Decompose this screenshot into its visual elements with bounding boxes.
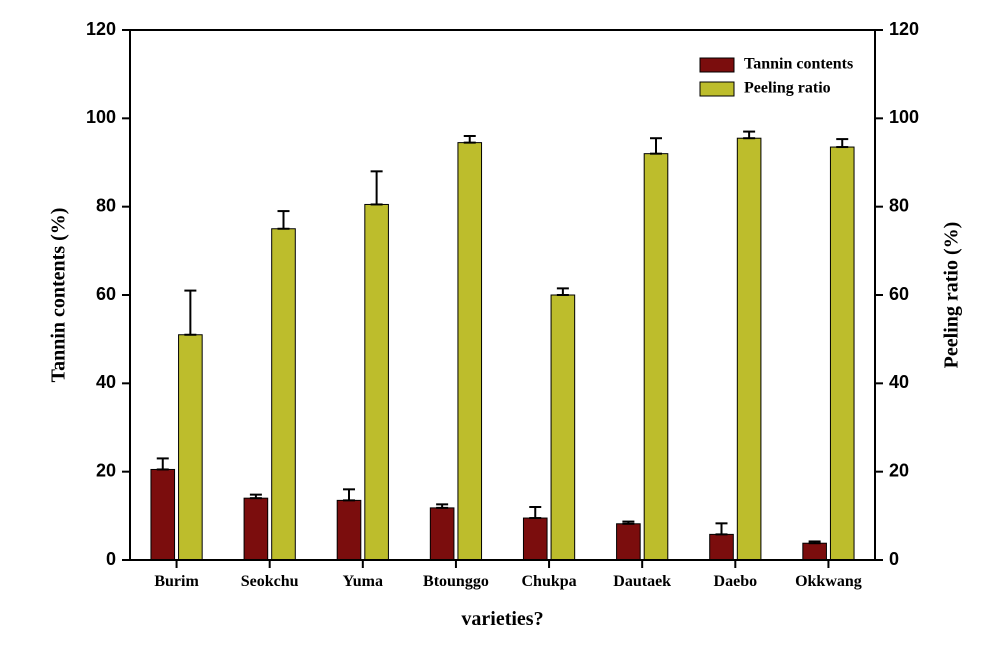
x-category-label: Burim [154,573,199,590]
x-category-label: Yuma [343,573,383,590]
x-category-label: Daebo [714,573,758,590]
bar-tannin-contents-1 [244,498,268,560]
x-axis-label: varieties? [461,608,543,630]
x-category-label: Chukpa [521,573,576,590]
bar-peeling-ratio-6 [737,138,761,560]
y-left-axis-label: Tannin contents (%) [48,208,70,383]
legend-label: Peeling ratio [744,80,831,97]
y-left-tick-label: 60 [96,284,116,304]
bar-peeling-ratio-5 [644,154,668,560]
bar-tannin-contents-5 [617,524,641,560]
bar-peeling-ratio-2 [365,204,389,560]
y-left-tick-label: 20 [96,460,116,480]
bar-peeling-ratio-4 [551,295,575,560]
bar-peeling-ratio-7 [830,147,854,560]
x-category-label: Dautaek [613,573,671,590]
y-right-tick-label: 120 [889,19,919,39]
y-left-tick-label: 0 [106,549,116,569]
x-category-label: Okkwang [795,573,862,590]
bar-chart: 0 20 40 60 80 100 120 Tannin contents (%) 0 20 40 6… [0,0,1007,669]
bar-peeling-ratio-0 [179,335,203,560]
bar-tannin-contents-2 [337,500,361,560]
bar-peeling-ratio-1 [272,229,296,560]
y-left-tick-label: 120 [86,19,116,39]
y-right-tick-label: 80 [889,195,909,215]
y-left-tick-label: 100 [86,107,116,127]
y-right-axis-label: Peeling ratio (%) [941,222,963,369]
bar-tannin-contents-6 [710,534,734,560]
legend-swatch [700,82,734,96]
bar-tannin-contents-0 [151,469,175,560]
y-right-tick-label: 20 [889,460,909,480]
chart-container: 0 20 40 60 80 100 120 Tannin contents (%) 0 20 40 6… [0,0,1007,669]
x-category-label: Btounggo [423,573,489,590]
bar-tannin-contents-7 [803,543,827,560]
legend-swatch [700,58,734,72]
bar-tannin-contents-4 [523,518,547,560]
bar-tannin-contents-3 [430,508,454,560]
y-right-tick-label: 40 [889,372,909,392]
y-left-tick-label: 80 [96,195,116,215]
y-right-tick-label: 60 [889,284,909,304]
legend-label: Tannin contents [744,56,853,73]
y-left-tick-label: 40 [96,372,116,392]
x-category-label: Seokchu [241,573,299,590]
y-right-tick-label: 0 [889,549,899,569]
bar-peeling-ratio-3 [458,143,482,560]
y-right-tick-label: 100 [889,107,919,127]
